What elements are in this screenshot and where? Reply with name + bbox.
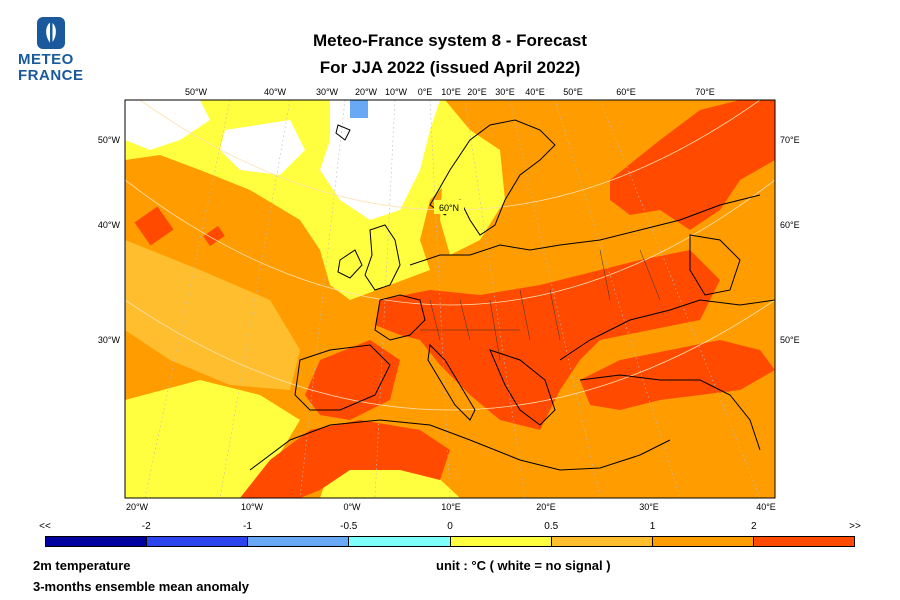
region-white-north (125, 100, 210, 150)
left-latitude-labels: 50°W 40°W 30°W (98, 135, 121, 345)
meteo-france-logo-icon (37, 17, 65, 49)
top-label: 50°W (185, 87, 208, 97)
region-red-russia (610, 100, 775, 230)
unit-label: unit : °C ( white = no signal ) (436, 558, 611, 573)
bottom-label: 40°E (756, 502, 776, 512)
right-label: 70°E (780, 135, 800, 145)
variable-label: 2m temperature (33, 558, 131, 573)
region-red-iberia (305, 340, 400, 420)
map-subtitle: For JJA 2022 (issued April 2022) (319, 58, 581, 77)
logo-text-france: FRANCE (18, 67, 84, 84)
map-title: Meteo-France system 8 - Forecast (313, 31, 587, 50)
left-label: 40°W (98, 220, 121, 230)
top-label: 30°E (495, 87, 515, 97)
legend-tick-label: 2 (750, 521, 757, 532)
right-label: 60°E (780, 220, 800, 230)
legend-tick-label: >> (849, 521, 861, 532)
bottom-label: 10°E (441, 502, 461, 512)
region-red-central-europe (375, 250, 720, 430)
region-red-north-africa (240, 420, 450, 498)
legend-tick-label: << (39, 521, 51, 532)
map-frame (124, 99, 776, 499)
bottom-label: 20°E (536, 502, 556, 512)
center-label-bg (434, 200, 464, 214)
top-label: 40°E (525, 87, 545, 97)
top-label: 60°E (616, 87, 636, 97)
region-red-atlantic-cell (134, 206, 174, 246)
bottom-label: 30°E (639, 502, 659, 512)
legend-color-swatch (349, 537, 451, 546)
top-label: 20°E (467, 87, 487, 97)
region-yellow-mid-atlantic (125, 240, 300, 390)
legend-color-swatch (753, 537, 854, 546)
legend-color-swatch (248, 537, 350, 546)
top-label: 30°W (316, 87, 339, 97)
bottom-label: 20°W (126, 502, 149, 512)
legend-tick-label: -1 (243, 521, 252, 532)
region-red-turkey (580, 340, 775, 410)
right-label: 50°E (780, 335, 800, 345)
legend-tick-label: -0.5 (340, 521, 358, 532)
left-label: 30°W (98, 335, 121, 345)
region-white-labrador (220, 120, 305, 175)
legend-tick-label: 0.5 (544, 521, 559, 532)
center-latitude-label: 60°N (439, 203, 459, 213)
left-label: 50°W (98, 135, 121, 145)
country-borders (420, 249, 661, 361)
top-label: 10°W (385, 87, 408, 97)
legend-tick-label: 0 (447, 521, 453, 532)
bottom-longitude-labels: 20°W 10°W 0°W 10°E 20°E 30°E 40°E (126, 502, 776, 512)
legend-tick-label: 1 (649, 521, 656, 532)
coastlines (249, 119, 775, 471)
description-label: 3-months ensemble mean anomaly (33, 579, 250, 594)
legend-color-swatch (46, 537, 148, 546)
legend-color-swatch (652, 537, 754, 546)
logo-text-meteo: METEO (18, 51, 74, 68)
meteo-france-logo: METEO FRANCE (14, 14, 94, 86)
bottom-label: 0°W (343, 502, 361, 512)
top-label: 70°E (695, 87, 715, 97)
legend-tick-label: -2 (141, 521, 151, 532)
legend-color-swatch (450, 537, 552, 546)
top-longitude-labels: 50°W 40°W 30°W 20°W 10°W 0°E 10°E 20°E 30°E 40°E 5… (185, 87, 715, 97)
top-label: 20°W (355, 87, 378, 97)
top-label: 40°W (264, 87, 287, 97)
top-label: 0°E (418, 87, 433, 97)
top-label: 10°E (441, 87, 461, 97)
region-red-atlantic-cell-2 (203, 225, 225, 247)
region-yellow-southwest (125, 380, 300, 498)
legend-color-swatch (551, 537, 653, 546)
right-latitude-labels: 70°E 60°E 50°E (780, 135, 800, 345)
bottom-label: 10°W (241, 502, 264, 512)
top-label: 50°E (563, 87, 583, 97)
color-legend-bar (45, 536, 855, 547)
legend-color-swatch (147, 537, 249, 546)
region-blue-cell (350, 100, 368, 118)
